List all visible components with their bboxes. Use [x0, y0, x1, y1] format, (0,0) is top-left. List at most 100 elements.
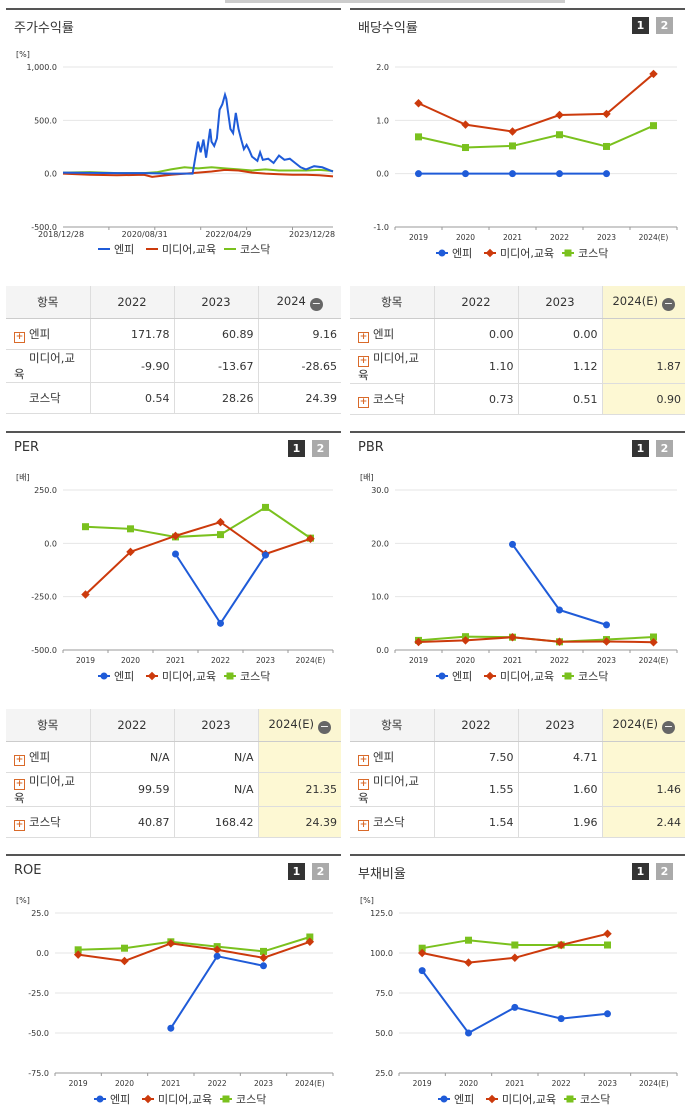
table-header-row: 항목 2022 2023 2024−: [6, 286, 341, 319]
value-cell: -13.67: [173, 349, 258, 383]
page-1-button[interactable]: 1: [632, 863, 649, 880]
media-point: [461, 636, 470, 645]
column-header-label: 항목: [37, 718, 59, 732]
unit-label: [%]: [360, 896, 374, 905]
x-tick-label: 2020: [456, 656, 475, 665]
column-header: 2022: [89, 286, 174, 319]
media-series-line: [418, 636, 654, 644]
unit-label: [%]: [16, 896, 30, 905]
row-label-cell: + 엔피: [6, 318, 90, 350]
expand-row-button[interactable]: +: [14, 779, 25, 790]
enp-point: [260, 962, 267, 970]
enp-point: [556, 170, 563, 178]
column-header-label: 2022: [117, 295, 147, 309]
legend-label: 코스닥: [580, 1093, 610, 1106]
x-tick-label: 2019: [413, 1079, 432, 1088]
media-point: [555, 110, 564, 120]
expand-row-button[interactable]: +: [14, 331, 25, 343]
collapse-column-button[interactable]: −: [318, 719, 331, 734]
media-point: [464, 958, 473, 967]
media-point: [126, 547, 135, 557]
y-tick-label: -500.0: [31, 646, 57, 655]
expand-row-button[interactable]: +: [14, 754, 25, 766]
table-row: + 코스닥 1.54 1.96 2.44: [350, 806, 685, 838]
collapse-column-button[interactable]: −: [662, 719, 675, 734]
expand-row-button[interactable]: +: [358, 779, 369, 790]
column-header-label: 2024: [276, 293, 306, 308]
column-header-label: 2022: [117, 718, 147, 732]
legend-label: 엔피: [114, 243, 134, 256]
roe-chart: [%]25.0 0.0 -25.0 -50.0 -75.0 2019 2020 2021 202…: [16, 896, 334, 1106]
kosdaq-series-line: [78, 936, 311, 953]
enp-point: [167, 1024, 175, 1032]
kosdaq-point: [604, 941, 611, 949]
legend-label: 엔피: [110, 1093, 130, 1106]
value-cell: 99.59: [89, 772, 174, 807]
x-tick-label: 2020: [121, 656, 140, 665]
y-tick-label: 75.0: [375, 989, 393, 998]
page-1-button[interactable]: 1: [632, 440, 649, 457]
x-tick-label: 2020: [459, 1079, 478, 1088]
table-row: + 코스닥 40.87 168.42 24.39: [6, 806, 341, 838]
expand-row-button[interactable]: +: [358, 819, 369, 831]
y-tick-label: -1.0: [373, 223, 389, 232]
price-return-table: 항목 2022 2023 2024− + 엔피 171.78 60.89 9.16 미디어,교육 -…: [6, 286, 341, 414]
page-1-button[interactable]: 1: [288, 440, 305, 457]
row-label-cell: + 미디어,교육: [6, 772, 90, 807]
debt-ratio-panel: 부채비율 1 2 [%] 125.0 100.0 75.0 50.0 25.0 2019 20…: [350, 854, 685, 1114]
column-header: 2023: [173, 709, 258, 742]
page-1-button[interactable]: 1: [632, 17, 649, 34]
value-cell: N/A: [173, 772, 258, 807]
roe-panel: ROE 1 2 [%] 25.0 0.0 -25.0 -50.0 -75.0 2019 202…: [6, 854, 341, 1114]
table-row: 미디어,교육 -9.90 -13.67 -28.65: [6, 349, 341, 383]
column-header: 항목: [350, 709, 434, 742]
y-tick-label: -75.0: [28, 1069, 49, 1078]
page-2-button[interactable]: 2: [312, 440, 329, 457]
x-tick-label: 2023/12/28: [289, 230, 335, 239]
column-header: 2023: [173, 286, 258, 319]
legend-label: 엔피: [454, 1093, 474, 1106]
kosdaq-point: [603, 142, 610, 150]
y-tick-label: 30.0: [371, 486, 389, 495]
enp-point: [465, 1029, 472, 1037]
y-tick-label: 20.0: [371, 539, 389, 548]
x-tick-label: 2020/08/31: [122, 230, 168, 239]
value-cell: 171.78: [89, 318, 174, 350]
value-cell: N/A: [173, 741, 258, 773]
value-cell: 24.39: [257, 806, 341, 838]
y-tick-label: 25.0: [375, 1069, 393, 1078]
page-2-button[interactable]: 2: [656, 17, 673, 34]
value-cell: -28.65: [257, 349, 341, 383]
x-tick-label: 2022: [550, 233, 569, 242]
row-label-cell: + 코스닥: [6, 806, 90, 838]
enp-point: [509, 540, 516, 548]
expand-row-button[interactable]: +: [358, 396, 369, 408]
collapse-column-button[interactable]: −: [309, 296, 323, 311]
page-2-button[interactable]: 2: [656, 440, 673, 457]
media-point: [171, 531, 180, 541]
expand-row-button[interactable]: +: [358, 356, 369, 367]
kosdaq-point: [564, 672, 572, 680]
expand-row-button[interactable]: +: [14, 819, 25, 831]
expand-row-button[interactable]: +: [358, 331, 369, 343]
page-2-button[interactable]: 2: [312, 863, 329, 880]
kosdaq-point: [217, 531, 224, 539]
y-tick-label: 250.0: [34, 486, 57, 495]
y-tick-label: 500.0: [34, 116, 57, 125]
expand-row-button[interactable]: +: [358, 754, 369, 766]
column-header-label: 항목: [381, 295, 403, 309]
enp-point: [604, 1010, 611, 1018]
x-tick-label: 2024(E): [296, 656, 326, 665]
table-row: + 엔피 0.00 0.00: [350, 318, 685, 350]
value-cell: 168.42: [173, 806, 258, 838]
enp-point: [418, 967, 426, 975]
page-2-button[interactable]: 2: [656, 863, 673, 880]
kosdaq-point: [418, 944, 426, 952]
value-cell: 60.89: [173, 318, 258, 350]
y-tick-label: -25.0: [28, 989, 49, 998]
enp-point: [556, 606, 563, 614]
column-header-label: 2024(E): [612, 293, 658, 308]
collapse-column-button[interactable]: −: [662, 296, 675, 311]
page-1-button[interactable]: 1: [288, 863, 305, 880]
enp-point: [213, 952, 221, 960]
